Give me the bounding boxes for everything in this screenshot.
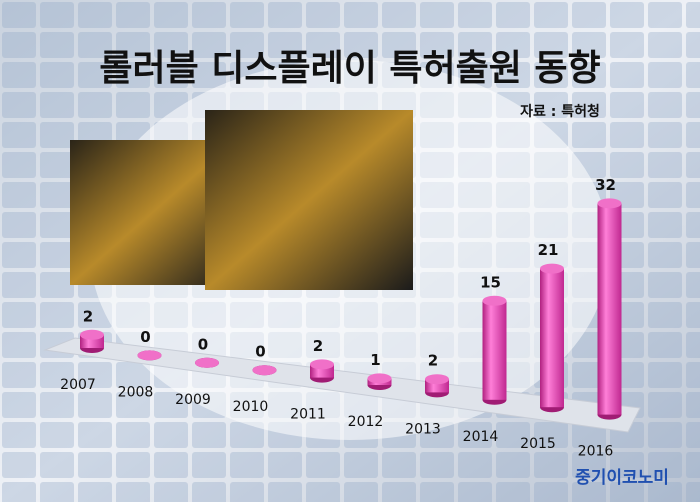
bar-top xyxy=(540,263,564,274)
watermark: 중기이코노미 xyxy=(575,468,669,488)
x-tick-label: 2009 xyxy=(175,392,211,408)
bar-top xyxy=(425,374,449,385)
value-label: 2 xyxy=(428,352,438,370)
value-label: 2 xyxy=(313,337,323,355)
bar-top xyxy=(482,295,507,306)
chart-title: 롤러블 디스플레이 특허출원 동향 xyxy=(99,48,600,89)
chart-floor xyxy=(43,337,641,433)
value-label: 0 xyxy=(140,328,150,346)
bar-top xyxy=(137,350,162,361)
bar xyxy=(597,203,622,415)
bar-top xyxy=(310,359,334,370)
value-label: 2 xyxy=(83,307,93,325)
bar-top xyxy=(80,329,104,340)
value-label: 0 xyxy=(198,335,208,353)
x-tick-label: 2007 xyxy=(60,377,96,393)
x-tick-label: 2012 xyxy=(348,414,384,430)
x-tick-label: 2010 xyxy=(233,399,269,415)
value-label: 15 xyxy=(480,273,501,291)
bar-top xyxy=(252,365,277,376)
x-tick-label: 2014 xyxy=(463,429,499,445)
x-tick-label: 2013 xyxy=(405,421,441,437)
bar-top xyxy=(597,198,622,209)
value-label: 21 xyxy=(538,241,559,259)
bar xyxy=(540,268,564,408)
bar-top xyxy=(195,357,219,368)
x-tick-label: 2016 xyxy=(578,444,614,460)
source: 자료 : 특허청 xyxy=(520,103,600,120)
bar-top xyxy=(367,373,392,384)
value-label: 32 xyxy=(595,176,616,194)
value-label: 0 xyxy=(255,343,265,361)
x-tick-label: 2015 xyxy=(520,436,556,452)
x-tick-label: 2011 xyxy=(290,407,326,423)
photo-right xyxy=(205,110,413,290)
value-label: 1 xyxy=(370,351,380,369)
x-tick-label: 2008 xyxy=(118,384,154,400)
bar xyxy=(482,300,507,400)
